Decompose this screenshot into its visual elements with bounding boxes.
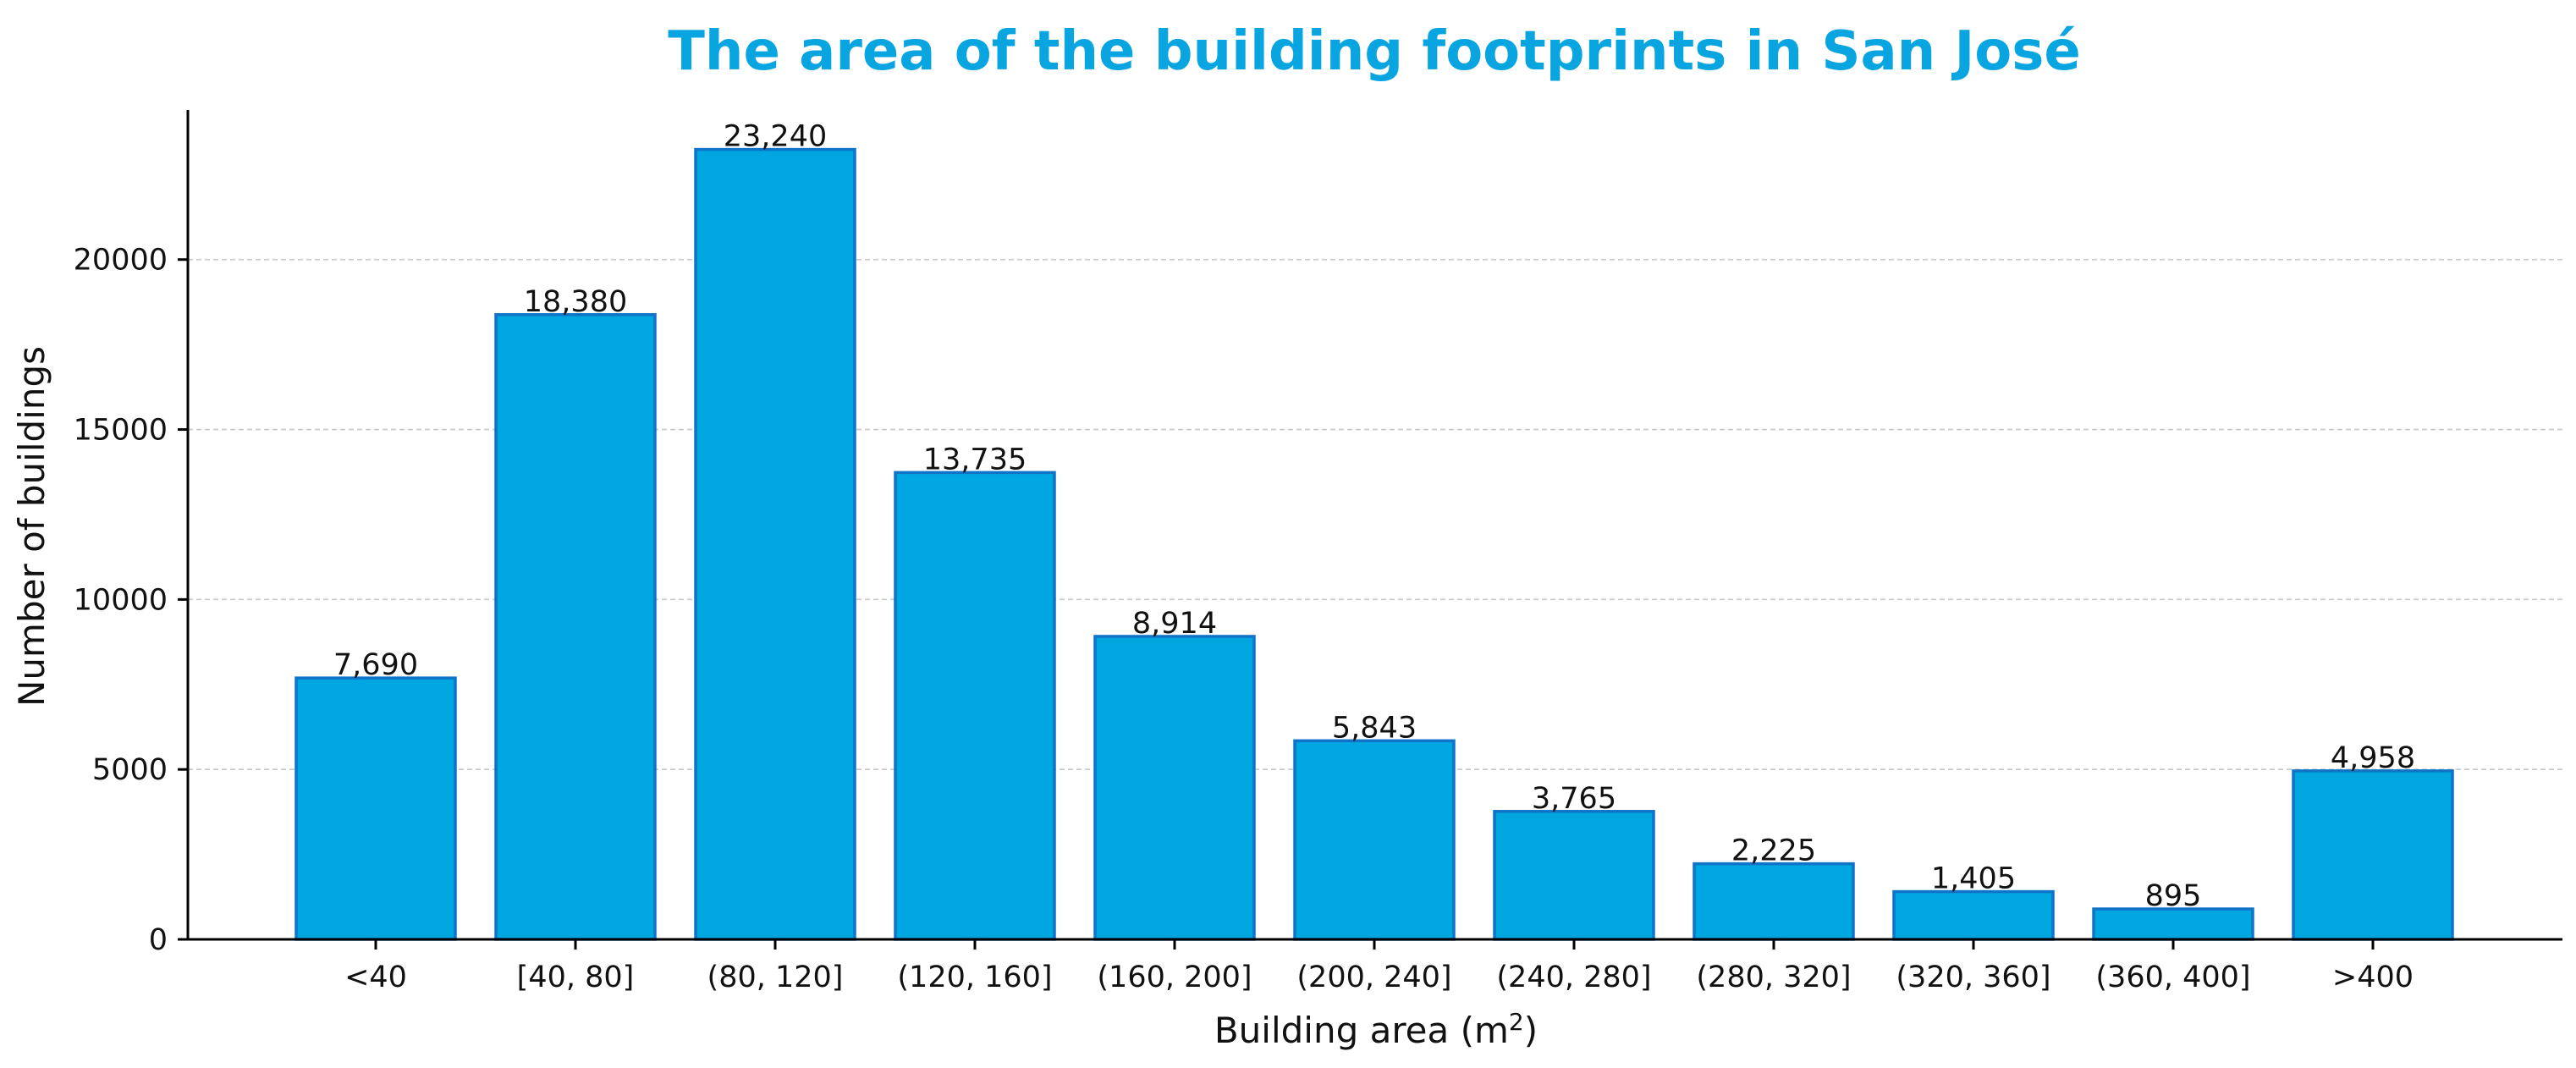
bar xyxy=(694,147,856,941)
bar xyxy=(2092,907,2254,941)
x-axis-title: Building area (m2) xyxy=(1214,1008,1538,1051)
x-tick-label: (280, 320] xyxy=(1696,961,1851,994)
x-tick-label: (240, 280] xyxy=(1496,961,1651,994)
value-label: 5,843 xyxy=(1332,711,1417,745)
y-axis-title: Number of buildings xyxy=(11,346,52,707)
bar xyxy=(494,313,657,941)
value-label: 895 xyxy=(2145,879,2202,913)
chart-title: The area of the building footprints in S… xyxy=(668,20,2081,83)
value-label: 3,765 xyxy=(1532,782,1616,816)
value-label: 23,240 xyxy=(724,120,827,154)
x-tick-label: (360, 400] xyxy=(2095,961,2250,994)
value-label: 4,958 xyxy=(2331,741,2415,775)
value-label: 13,735 xyxy=(923,443,1027,476)
bar xyxy=(894,471,1056,941)
x-tick-label: <40 xyxy=(344,961,407,994)
x-tick-label: [40, 80] xyxy=(517,961,635,994)
bar xyxy=(1693,862,1855,941)
bar xyxy=(1093,635,1256,941)
y-tick-label: 5000 xyxy=(92,753,168,787)
y-tick-label: 20000 xyxy=(74,244,168,278)
bar xyxy=(2292,769,2454,941)
x-tick-label: (200, 240] xyxy=(1296,961,1451,994)
value-labels: 7,690 18,380 23,240 13,735 8,914 5,843 3,765 2,… xyxy=(333,120,2415,913)
value-label: 18,380 xyxy=(524,285,627,319)
x-ticks: <40 [40, 80] (80, 120] (120, 160] (160, 200]… xyxy=(344,939,2414,994)
value-label: 2,225 xyxy=(1731,834,1816,868)
value-label: 1,405 xyxy=(1931,862,2016,896)
value-label: 8,914 xyxy=(1132,607,1217,641)
x-axis-title-suffix: ) xyxy=(1524,1010,1538,1051)
x-axis-title-superscript: 2 xyxy=(1509,1008,1524,1036)
bar xyxy=(1293,739,1456,941)
bars xyxy=(294,147,2454,941)
bar xyxy=(294,676,457,941)
y-tick-label: 10000 xyxy=(74,583,168,617)
x-tick-label: (160, 200] xyxy=(1097,961,1252,994)
x-tick-label: (80, 120] xyxy=(707,961,844,994)
y-ticks: 0 5000 10000 15000 20000 xyxy=(74,244,188,957)
y-tick-label: 15000 xyxy=(74,414,168,448)
y-tick-label: 0 xyxy=(149,923,168,957)
x-tick-label: (120, 160] xyxy=(897,961,1052,994)
x-tick-label: (320, 360] xyxy=(1896,961,2050,994)
value-label: 7,690 xyxy=(333,648,418,682)
x-axis-title-main: Building area (m xyxy=(1214,1010,1509,1051)
bar xyxy=(1493,810,1655,941)
x-tick-label: >400 xyxy=(2332,961,2414,994)
bar xyxy=(1892,889,2055,941)
